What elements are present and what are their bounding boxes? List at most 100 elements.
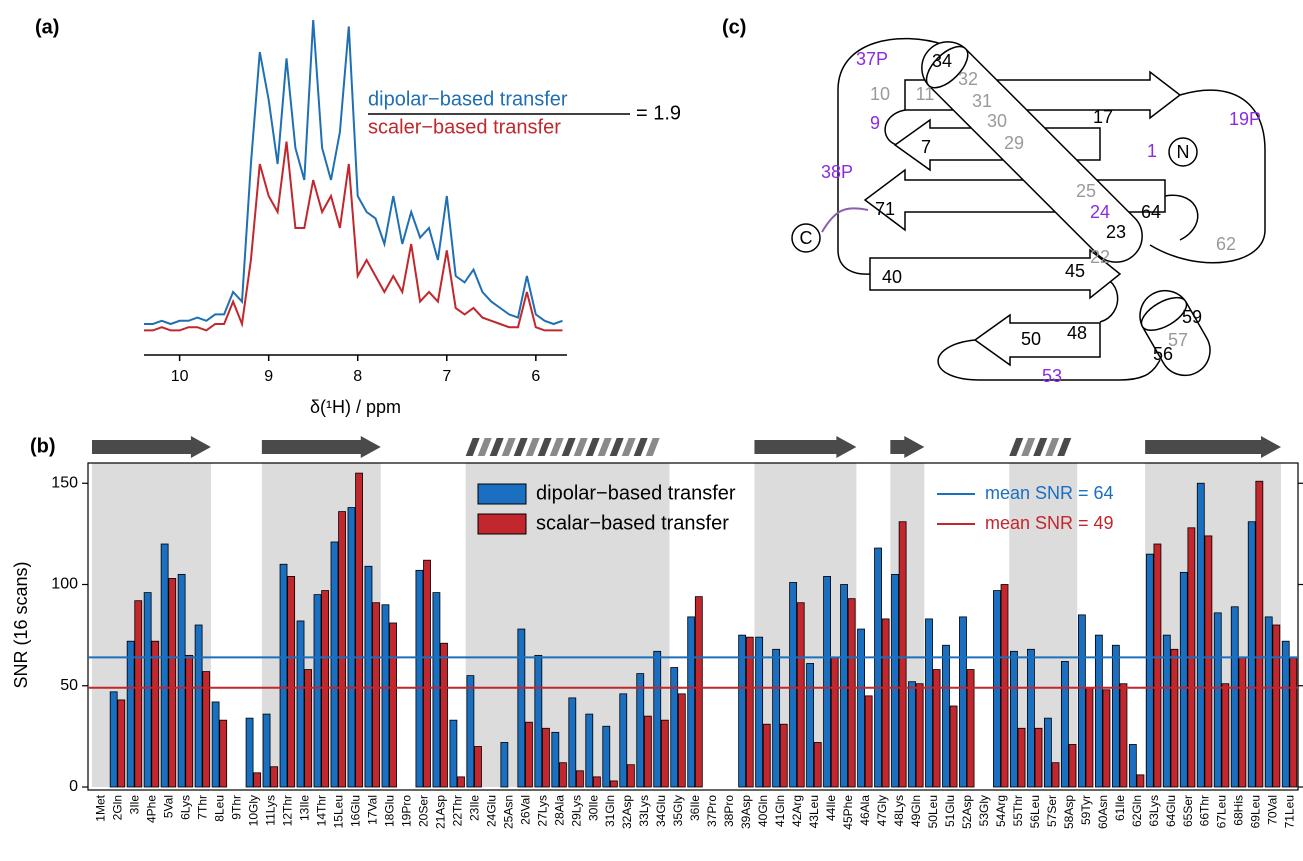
bar — [1145, 553, 1154, 788]
helix-segment — [585, 438, 600, 456]
bar — [1247, 521, 1256, 788]
x-tick-label: 58Asp — [1062, 795, 1076, 829]
residue-label: 45 — [1065, 261, 1085, 281]
residue-labels: 37P 34 32 31 30 29 17 19P 10 11 9 7 1 N … — [800, 49, 1262, 386]
bar — [517, 628, 526, 788]
residue-label: 1 — [1147, 141, 1157, 161]
spectrum-line — [144, 19, 563, 326]
bar — [143, 592, 152, 788]
bar — [304, 669, 313, 788]
bar — [694, 596, 703, 788]
x-tick-label: 3Ile — [128, 795, 142, 815]
bar — [626, 764, 635, 788]
bar — [381, 604, 390, 788]
x-tick-label: 68His — [1232, 795, 1246, 826]
bar — [949, 705, 958, 788]
bar — [177, 573, 186, 788]
helix-segment — [537, 438, 552, 456]
residue-label: 23 — [1106, 222, 1126, 242]
bar — [738, 634, 747, 788]
strand-arrow — [973, 313, 1101, 367]
bar — [847, 598, 856, 788]
bar — [1027, 648, 1035, 788]
x-tick-label: 57Ser — [1045, 795, 1059, 827]
bar — [745, 636, 754, 788]
residue-label: 17 — [1093, 107, 1113, 127]
x-tick-label: 53Gly — [977, 795, 991, 826]
residue-label: 50 — [1021, 329, 1041, 349]
bar — [1162, 634, 1171, 788]
helix-segment — [525, 438, 540, 456]
bar — [1017, 727, 1026, 788]
residue-label: C — [800, 228, 813, 248]
x-tick-label: 4Phe — [145, 795, 159, 823]
bar — [1204, 535, 1213, 788]
x-tick-label: 24Glu — [484, 795, 498, 827]
bar — [1077, 614, 1086, 788]
x-tick-label: 34Glu — [654, 795, 668, 827]
residue-label: 25 — [1076, 181, 1096, 201]
bar — [551, 731, 560, 788]
residue-label: 53 — [1042, 366, 1062, 386]
bar — [1289, 657, 1298, 788]
x-tick-label: 63Lys — [1147, 795, 1161, 827]
bar — [925, 618, 933, 788]
x-tick-label: 35Gly — [671, 795, 685, 826]
c-terminus-tail — [821, 207, 869, 233]
helix-segment — [1045, 438, 1060, 456]
bar — [449, 719, 458, 788]
spectrum-line — [144, 141, 563, 332]
bar — [355, 472, 363, 788]
residue-label: 7 — [921, 137, 931, 157]
bar — [1094, 634, 1103, 788]
helix-segment — [465, 438, 480, 456]
bar — [245, 717, 254, 788]
loop — [1164, 194, 1199, 241]
x-tick-label: 38Pro — [722, 795, 736, 827]
bar — [211, 701, 220, 788]
x-tick-label: 40Gln — [756, 795, 770, 827]
topology-diagram: (c) 37P 34 32 31 30 29 17 19P 10 11 9 7 … — [722, 16, 1266, 386]
x-tick-label: 54Arg — [994, 795, 1008, 827]
bar — [687, 616, 696, 788]
y-axis-label: SNR (16 scans) — [11, 561, 31, 688]
x-tick-label: 7Thr — [196, 795, 210, 820]
x-tick-label: 11Lys — [264, 795, 278, 826]
bar — [542, 727, 550, 788]
bar — [823, 576, 831, 788]
x-tick-label: 30Ile — [586, 795, 600, 821]
x-tick-label: 55Thr — [1011, 795, 1025, 826]
residue-label: 22 — [1090, 247, 1110, 267]
x-tick-label: 20Ser — [416, 795, 430, 827]
x-tick-label: 60Asn — [1096, 795, 1110, 829]
x-tick-label: 5Val — [162, 795, 176, 818]
bar — [1051, 762, 1060, 788]
bar — [559, 762, 567, 788]
ratio-value: = 1.9 — [636, 102, 681, 124]
bar — [347, 507, 356, 788]
bar — [194, 624, 203, 788]
x-tick-label: 8Leu — [213, 795, 227, 822]
residue-label: 71 — [875, 199, 895, 219]
residue-label: 11 — [916, 84, 935, 104]
bar — [313, 594, 322, 788]
bar — [296, 620, 305, 788]
bar — [908, 681, 916, 788]
bar — [1128, 744, 1137, 788]
x-tick-label: 25Asn — [501, 795, 515, 829]
x-tick-label: 29Lys — [569, 795, 583, 827]
bar — [1000, 584, 1009, 788]
x-tick-label: 27Lys — [535, 795, 549, 827]
bar — [219, 719, 228, 788]
x-tick-label: 19Pro — [399, 795, 413, 827]
bar — [457, 776, 465, 788]
bar — [609, 780, 618, 788]
x-tick-label: 56Leu — [1028, 795, 1042, 828]
residue-label: 34 — [932, 51, 952, 71]
bar — [653, 650, 662, 788]
mean-label: mean SNR = 64 — [985, 483, 1114, 503]
bar — [932, 669, 941, 788]
terminus-circle — [791, 223, 821, 253]
bar — [592, 776, 601, 788]
helix-segment — [549, 438, 564, 456]
